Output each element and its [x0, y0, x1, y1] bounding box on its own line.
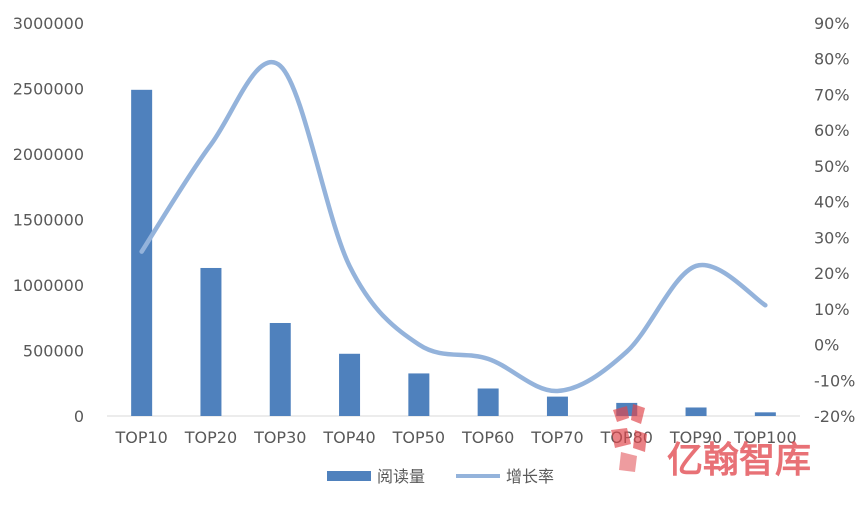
y-right-tick-label: 10%	[814, 300, 850, 319]
bar-top60	[477, 388, 499, 416]
x-tick-label: TOP70	[530, 428, 583, 447]
y-right-tick-label: 40%	[814, 193, 850, 212]
x-tick-label: TOP60	[461, 428, 514, 447]
line-series	[139, 60, 768, 394]
y-right-tick-label: -10%	[814, 371, 855, 390]
y-right-tick-label: 30%	[814, 228, 850, 247]
x-tick-label: TOP90	[669, 428, 722, 447]
x-tick-label: TOP100	[733, 428, 797, 447]
legend-label-line: 增长率	[506, 467, 554, 486]
bar-top50	[408, 373, 430, 416]
y-left-tick-label: 0	[74, 407, 84, 426]
bar-top90	[685, 407, 707, 416]
bar-top20	[200, 267, 222, 416]
y-right-tick-label: 60%	[814, 121, 850, 140]
right-axis: -20% -10% 0% 10% 20% 30% 40% 50% 60% 70% 80% 90%	[814, 14, 855, 426]
x-tick-label: TOP30	[253, 428, 306, 447]
y-left-tick-label: 500000	[23, 342, 84, 361]
watermark-text: 亿翰智库	[667, 440, 811, 481]
y-right-tick-label: 80%	[814, 50, 850, 69]
x-tick-label: TOP50	[392, 428, 445, 447]
x-tick-label: TOP40	[322, 428, 375, 447]
y-right-tick-label: 0%	[814, 336, 839, 355]
y-left-tick-label: 2000000	[13, 145, 84, 164]
growth-rate-line	[139, 60, 768, 394]
y-right-tick-label: 70%	[814, 85, 850, 104]
legend-label-bar: 阅读量	[377, 467, 425, 486]
legend-swatch-bar	[327, 471, 371, 481]
y-right-tick-label: 90%	[814, 14, 850, 33]
y-right-tick-label: 50%	[814, 157, 850, 176]
watermark-seal	[611, 404, 647, 472]
x-tick-label: TOP10	[114, 428, 167, 447]
y-right-tick-label: -20%	[814, 407, 855, 426]
bar-top40	[339, 353, 361, 416]
x-tick-label: TOP20	[184, 428, 237, 447]
bar-top30	[269, 322, 291, 416]
bar-top70	[546, 396, 568, 416]
bar-top100	[754, 412, 776, 416]
watermark: 亿翰智库	[611, 404, 811, 481]
y-left-tick-label: 2500000	[13, 80, 84, 99]
bar-series	[131, 89, 776, 416]
legend: 阅读量 增长率	[327, 467, 554, 486]
y-left-tick-label: 3000000	[13, 14, 84, 33]
y-left-tick-label: 1500000	[13, 211, 84, 230]
y-left-tick-label: 1000000	[13, 276, 84, 295]
y-right-tick-label: 20%	[814, 264, 850, 283]
left-axis: 0 500000 1000000 1500000 2000000 2500000 30000…	[13, 14, 84, 426]
